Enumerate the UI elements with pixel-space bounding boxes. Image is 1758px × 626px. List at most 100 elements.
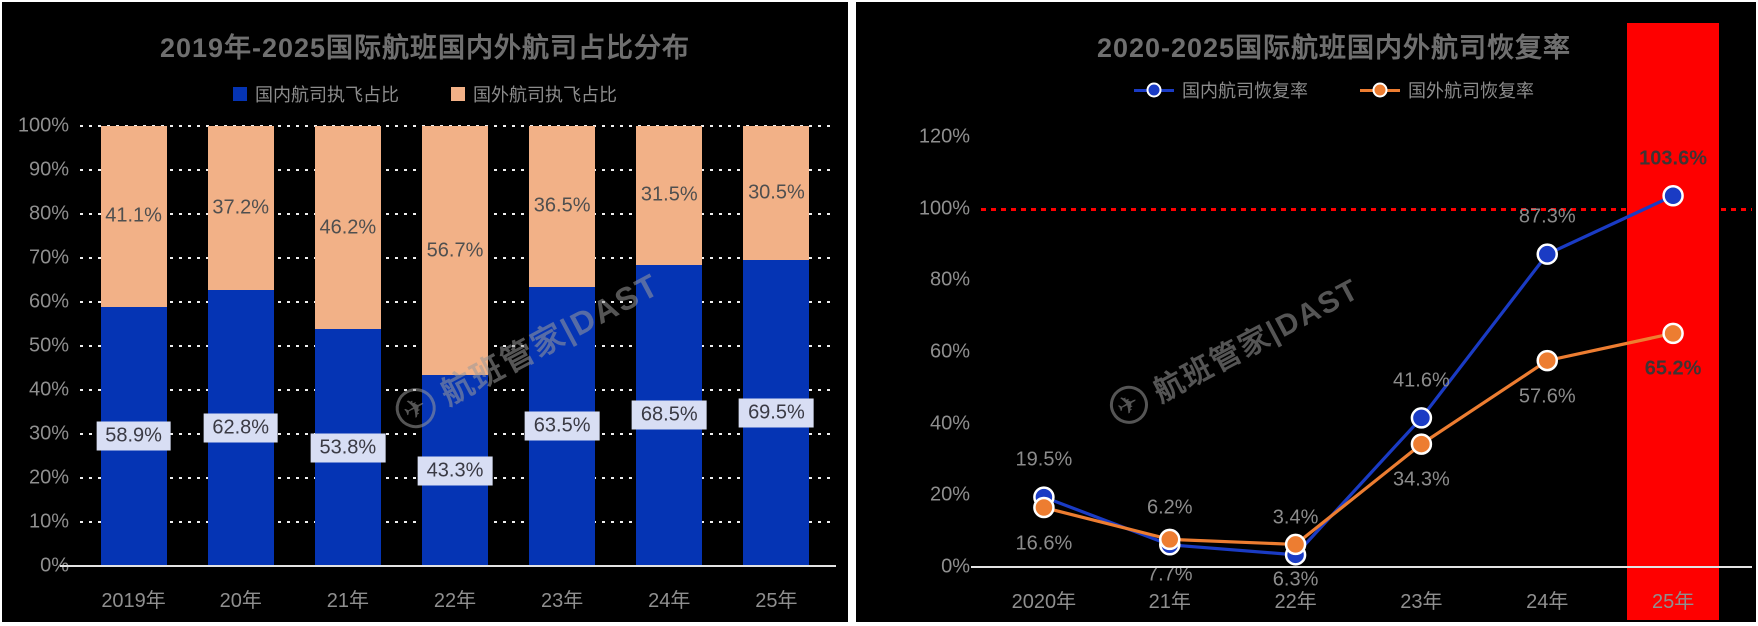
data-point bbox=[1662, 322, 1684, 345]
y-axis-tick-label: 100% bbox=[17, 114, 69, 137]
bar-column: 58.9% 41.1% bbox=[96, 126, 171, 566]
reference-line-100pct bbox=[981, 207, 1752, 211]
data-point bbox=[1410, 433, 1433, 455]
y-axis-tick-label: 0% bbox=[941, 555, 970, 578]
highlight-band-25 bbox=[1627, 23, 1720, 620]
right-chart-title: 2020-2025国际航班国内外航司恢复率 bbox=[1096, 33, 1572, 63]
left-chart-panel: 2019年-2025国际航班国内外航司占比分布 国内航司执飞占比 国外航司执飞占比… bbox=[2, 2, 848, 622]
point-label: 65.2% bbox=[1644, 357, 1702, 380]
y-axis-tick-label: 60% bbox=[929, 340, 970, 363]
data-point bbox=[1536, 349, 1558, 372]
right-chart-panel: 2020-2025国际航班国内外航司恢复率 国内航司恢复率 国外航司恢复率 0% 2… bbox=[856, 2, 1756, 622]
bar-label-domestic: 53.8% bbox=[310, 433, 386, 463]
x-axis-line bbox=[60, 565, 836, 567]
bar-label-foreign: 37.2% bbox=[212, 196, 270, 219]
point-label: 6.2% bbox=[1146, 496, 1193, 519]
x-axis-tick-label: 25年 bbox=[755, 590, 798, 612]
y-axis-tick-label: 70% bbox=[28, 246, 69, 269]
y-axis-tick-label: 80% bbox=[28, 202, 69, 225]
y-axis-tick-label: 80% bbox=[929, 268, 970, 291]
legend-swatch-icon bbox=[233, 87, 247, 101]
y-axis-tick-label: 50% bbox=[28, 334, 69, 357]
point-label: 41.6% bbox=[1393, 369, 1450, 392]
point-label: 19.5% bbox=[1015, 448, 1073, 471]
data-point bbox=[1159, 528, 1181, 551]
point-label: 3.4% bbox=[1272, 506, 1319, 529]
legend-item: 国外航司恢复率 bbox=[1360, 77, 1534, 103]
bar-column: 43.3% 56.7% bbox=[417, 126, 493, 566]
bar-label-domestic: 43.3% bbox=[417, 456, 493, 486]
bar-segment-foreign bbox=[314, 126, 381, 330]
legend-item: 国内航司恢复率 bbox=[1134, 77, 1308, 103]
bar-label-foreign: 30.5% bbox=[748, 181, 805, 204]
legend-line-marker-icon bbox=[1134, 82, 1174, 98]
legend-dot-icon bbox=[1146, 82, 1162, 98]
legend-item-label: 国外航司恢复率 bbox=[1408, 81, 1534, 101]
y-axis-tick-label: 40% bbox=[28, 378, 69, 401]
x-axis-tick-label: 2019年 bbox=[101, 590, 166, 612]
line-series-domestic bbox=[1043, 194, 1674, 557]
point-label: 34.3% bbox=[1393, 468, 1450, 491]
bar-column: 69.5% 30.5% bbox=[739, 126, 814, 566]
bar-column: 62.8% 37.2% bbox=[203, 126, 279, 566]
y-axis-tick-label: 90% bbox=[28, 158, 69, 181]
bar-label-foreign: 36.5% bbox=[533, 194, 591, 217]
x-axis-tick-label: 22年 bbox=[433, 590, 477, 612]
legend-item-label: 国外航司执飞占比 bbox=[473, 85, 617, 105]
bar-label-foreign: 56.7% bbox=[426, 239, 484, 262]
y-axis-tick-label: 120% bbox=[918, 125, 970, 148]
bar-label-domestic: 58.9% bbox=[96, 421, 171, 451]
bar-column: 63.5% 36.5% bbox=[524, 126, 600, 566]
left-chart-plot-area: 0% 10% 20% 30% 40% 50% 60% 70% 80% 90% 100% 2019年 58… bbox=[18, 115, 836, 612]
bar-column: 68.5% 31.5% bbox=[631, 126, 707, 566]
bar-segment-foreign bbox=[743, 126, 810, 261]
bar-label-domestic: 62.8% bbox=[203, 413, 279, 443]
data-point bbox=[1410, 407, 1433, 429]
legend-dot-icon bbox=[1372, 82, 1388, 98]
bar-segment-foreign bbox=[100, 126, 167, 307]
point-label: 6.3% bbox=[1272, 568, 1319, 591]
bar-segment-foreign bbox=[529, 126, 596, 287]
line-series-foreign bbox=[1043, 331, 1674, 547]
left-chart-legend: 国内航司执飞占比 国外航司执飞占比 bbox=[2, 81, 848, 107]
x-axis-tick-label: 23年 bbox=[1400, 591, 1443, 613]
data-point bbox=[1284, 533, 1307, 556]
legend-item-label: 国内航司执飞占比 bbox=[255, 85, 399, 105]
y-axis-tick-label: 100% bbox=[918, 197, 970, 220]
bar-label-domestic: 69.5% bbox=[739, 398, 814, 428]
x-axis-tick-label: 24年 bbox=[648, 590, 691, 612]
point-label: 87.3% bbox=[1518, 205, 1576, 228]
y-axis-tick-label: 20% bbox=[929, 483, 970, 506]
legend-item-label: 国内航司恢复率 bbox=[1182, 81, 1308, 101]
point-label: 103.6% bbox=[1639, 147, 1707, 170]
legend-item: 国内航司执飞占比 bbox=[233, 81, 399, 107]
x-axis-tick-label: 20年 bbox=[219, 590, 262, 612]
right-chart-legend: 国内航司恢复率 国外航司恢复率 bbox=[884, 77, 1758, 103]
x-axis-tick-label: 23年 bbox=[541, 590, 584, 612]
legend-item: 国外航司执飞占比 bbox=[451, 81, 617, 107]
x-axis-tick-label: 21年 bbox=[1148, 591, 1191, 613]
bar-segment-foreign bbox=[636, 126, 703, 265]
data-point bbox=[1536, 243, 1558, 265]
bar-label-foreign: 41.1% bbox=[105, 204, 162, 227]
x-axis-line bbox=[971, 566, 1752, 568]
x-axis-tick-label: 2020年 bbox=[1011, 591, 1077, 613]
point-label: 16.6% bbox=[1015, 532, 1073, 555]
legend-line-marker-icon bbox=[1360, 82, 1400, 98]
x-axis-tick-label: 21年 bbox=[326, 590, 369, 612]
x-axis-tick-label: 22年 bbox=[1274, 591, 1317, 613]
data-point bbox=[1662, 185, 1684, 207]
y-axis-tick-label: 30% bbox=[28, 422, 69, 445]
gridline bbox=[80, 125, 834, 127]
y-axis-tick-label: 40% bbox=[929, 412, 970, 435]
x-axis-tick-label: 25年 bbox=[1651, 591, 1695, 613]
y-axis-tick-label: 10% bbox=[28, 510, 69, 533]
x-axis-tick-label: 24年 bbox=[1526, 591, 1569, 613]
point-label: 7.7% bbox=[1146, 563, 1193, 586]
bar-column: 53.8% 46.2% bbox=[310, 126, 386, 566]
bar-segment-foreign bbox=[422, 126, 488, 376]
point-label: 57.6% bbox=[1518, 385, 1576, 408]
right-chart-plot-area: 0% 20% 40% 60% 80% 100% 120% 2020年 21年 22年 23年 24年 2… bbox=[919, 23, 1752, 620]
bar-label-domestic: 68.5% bbox=[631, 400, 707, 430]
